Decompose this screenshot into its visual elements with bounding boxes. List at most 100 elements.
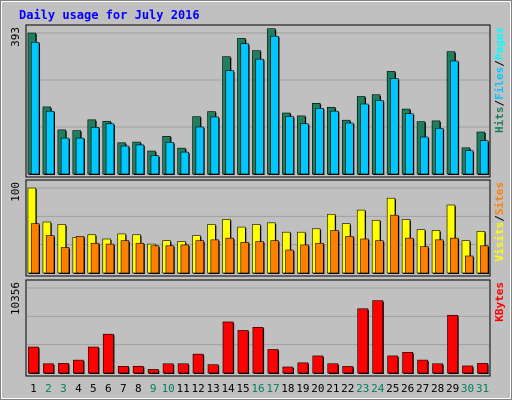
legend-entry: KBytes [493,282,506,322]
bar-files-day-9 [150,155,160,175]
bar-kbytes-day-23 [357,308,369,374]
x-tick-label: 10 [162,382,175,395]
bar-sites-day-26 [405,237,414,274]
bar-files-day-15 [240,43,249,175]
bar-sites-day-17 [270,240,279,274]
bar-kbytes-day-28 [432,363,444,374]
bar-sites-day-27 [420,246,429,274]
panel-top-ymax-label: 393 [9,27,22,47]
bar-sites-day-25 [390,214,399,274]
bar-kbytes-day-3 [58,363,69,374]
bar-sites-day-30 [465,255,474,274]
bar-files-day-26 [405,113,414,175]
bar-sites-day-22 [345,236,354,274]
bar-files-day-29 [450,60,459,175]
legend-entry: Sites [493,182,506,215]
chart-frame-inner [1,1,511,399]
bar-sites-day-3 [60,247,70,274]
bar-kbytes-day-2 [43,363,54,374]
bar-kbytes-day-10 [162,363,174,374]
x-tick-label: 27 [416,382,429,395]
bar-files-day-20 [315,108,324,175]
bar-sites-day-2 [45,235,55,274]
bar-sites-day-23 [360,238,369,274]
bar-files-day-3 [60,137,70,175]
bar-files-day-22 [345,122,354,175]
x-tick-label: 28 [431,382,444,395]
x-tick-label: 18 [281,382,294,395]
panel-middle-legend: Visits/Sites [493,182,506,262]
legend-entry: Visits [493,222,506,262]
bar-kbytes-day-18 [282,366,294,374]
x-tick-label: 16 [251,382,264,395]
panel-middle: 100 Visits/Sites [9,179,506,277]
legend-entry: / [493,60,506,67]
x-tick-label: 6 [105,382,112,395]
bar-sites-day-20 [315,242,324,274]
panel-top: 393 Hits/Files/Pages [9,24,506,178]
x-tick-label: 21 [326,382,339,395]
bar-sites-day-11 [180,244,189,274]
bar-sites-day-24 [375,240,384,274]
x-tick-label: 15 [236,382,249,395]
bar-kbytes-day-8 [132,365,144,374]
bar-kbytes-day-14 [222,321,234,374]
bar-kbytes-day-17 [267,349,279,374]
legend-entry: Files [493,67,506,100]
legend-entry: Pages [493,27,506,60]
bar-kbytes-day-11 [177,363,189,374]
bar-kbytes-day-19 [297,362,309,374]
bar-sites-day-13 [210,239,219,274]
x-tick-label: 20 [311,382,324,395]
bar-files-day-21 [330,110,339,175]
panel-bottom-ymax-label: 10356 [9,282,22,315]
bar-kbytes-day-25 [387,355,399,374]
bar-files-day-14 [225,70,234,175]
bar-sites-day-19 [300,244,309,274]
x-tick-label: 9 [150,382,157,395]
bar-kbytes-day-31 [477,363,488,374]
bar-kbytes-day-6 [102,333,114,374]
bar-kbytes-day-24 [372,300,384,374]
bar-sites-day-31 [479,245,489,274]
x-tick-label: 17 [266,382,279,395]
x-tick-label: 3 [60,382,67,395]
x-tick-label: 12 [192,382,205,395]
legend-entry: / [493,215,506,222]
x-tick-label: 19 [296,382,309,395]
bar-sites-day-14 [225,237,234,274]
bar-files-day-6 [105,123,115,175]
bar-files-day-27 [420,136,429,175]
bar-sites-day-5 [90,242,100,274]
x-tick-label: 2 [45,382,52,395]
bar-kbytes-day-7 [117,365,129,374]
x-tick-label: 30 [461,382,474,395]
bar-files-day-30 [465,150,474,175]
x-tick-label: 24 [371,382,385,395]
x-axis: 1 2 3 4 5 6 7 8 9 10 11 12 13 14 15 16 17 18 19 20 21 22 23 24 2… [30,382,489,395]
bar-files-day-24 [375,100,384,175]
bar-files-day-16 [255,58,264,175]
bar-sites-day-28 [435,239,444,274]
bar-files-day-11 [180,151,189,175]
bar-kbytes-day-1 [28,346,39,374]
bar-files-day-1 [30,42,40,175]
x-tick-label: 23 [356,382,369,395]
panel-top-legend: Hits/Files/Pages [493,27,506,133]
bar-sites-day-18 [285,249,294,274]
bar-kbytes-day-9 [147,369,159,374]
x-tick-label: 4 [75,382,82,395]
bar-files-day-18 [285,116,294,175]
bar-files-day-31 [479,140,489,175]
x-tick-label: 14 [221,382,235,395]
bar-files-day-5 [90,127,100,175]
x-tick-label: 11 [177,382,190,395]
bar-files-day-4 [75,137,85,175]
bar-sites-day-6 [105,243,115,274]
x-tick-label: 22 [341,382,354,395]
bar-sites-day-7 [120,240,130,274]
bar-files-day-19 [300,123,309,175]
